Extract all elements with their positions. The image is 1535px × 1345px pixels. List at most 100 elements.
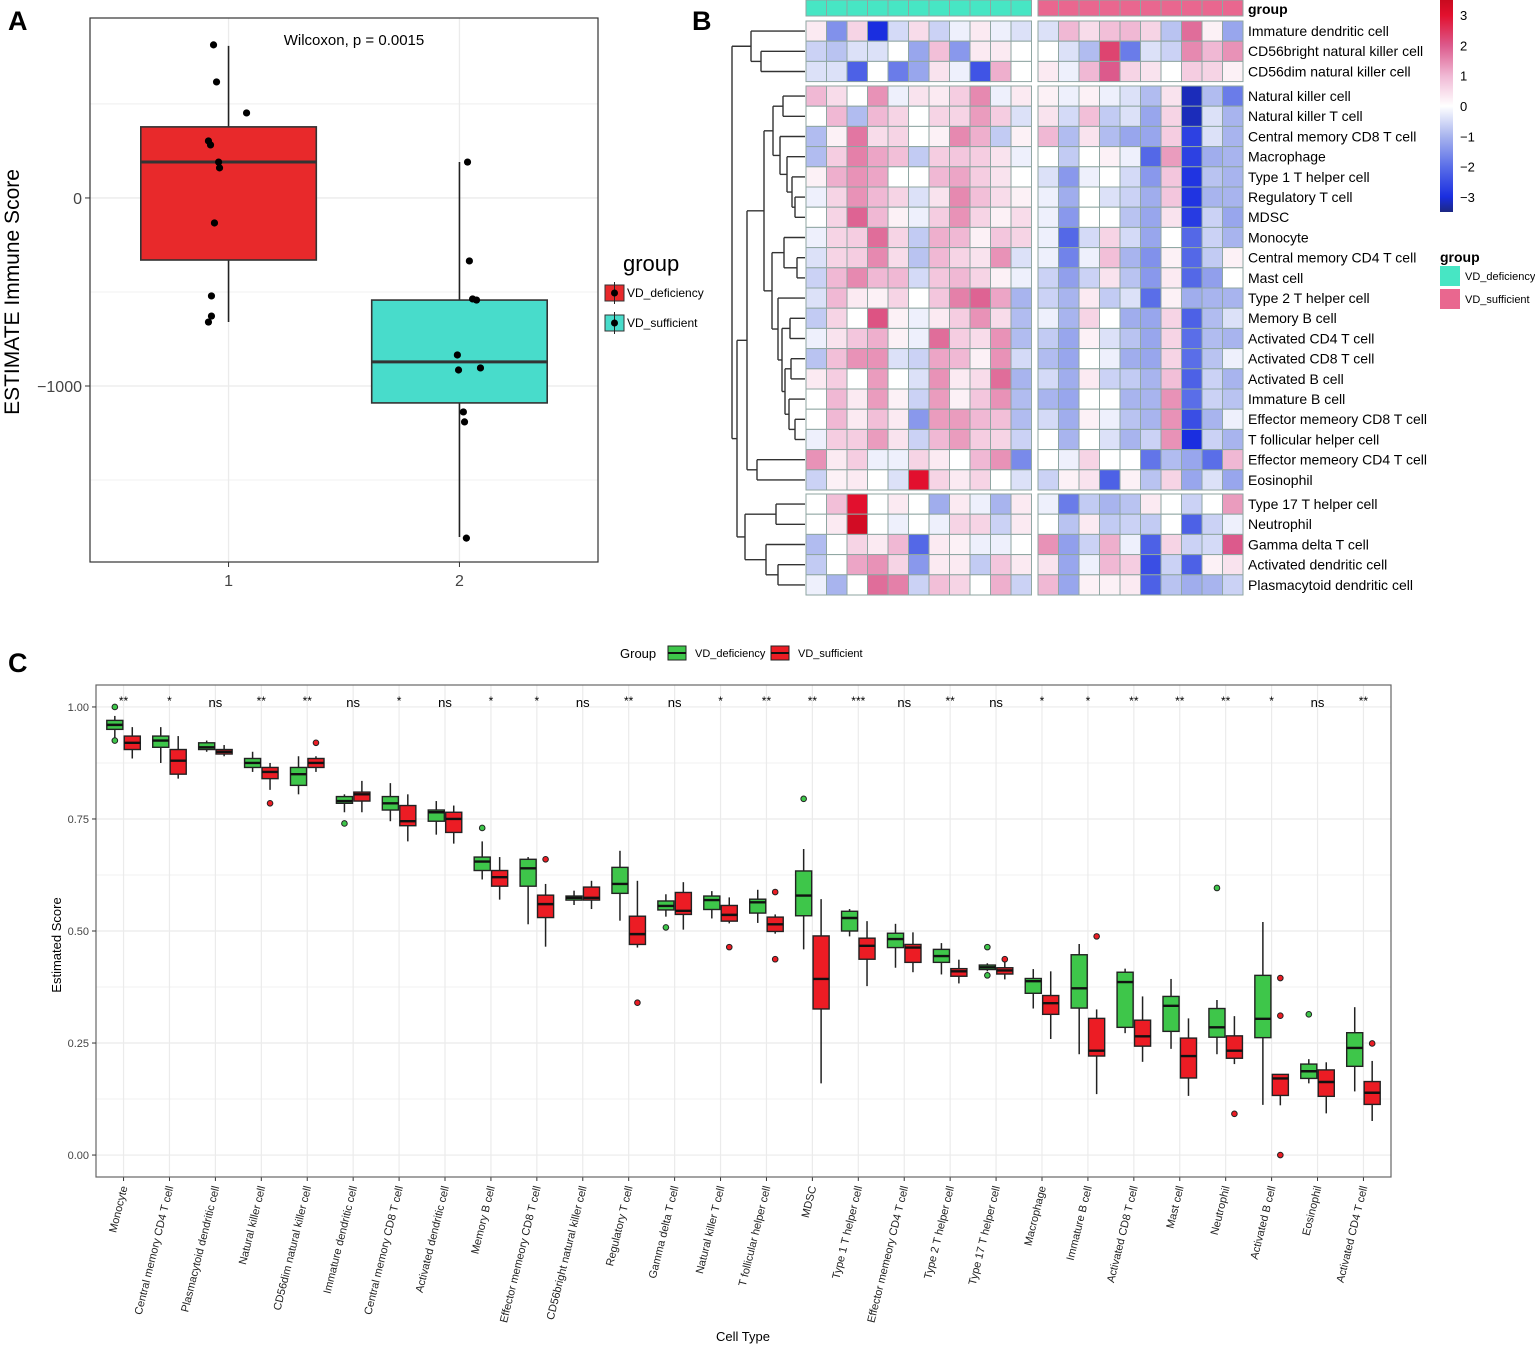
heatmap-cell xyxy=(1078,408,1100,430)
heatmap-cell xyxy=(908,226,930,249)
heatmap-cell xyxy=(1099,60,1121,83)
heatmap-cell xyxy=(867,85,889,107)
heatmap-cell xyxy=(908,388,930,410)
heatmap-cell xyxy=(949,348,971,370)
x-tick-label: Memory B cell xyxy=(469,1185,498,1256)
heatmap-cell xyxy=(1222,348,1244,370)
heatmap-cell xyxy=(867,267,889,289)
heatmap-cell xyxy=(1078,513,1100,535)
significance-label: * xyxy=(535,694,540,708)
x-tick-label: Type 2 T helper cell xyxy=(922,1185,957,1281)
heatmap-cell xyxy=(1160,533,1182,556)
x-tick-label: Effector memeory CD8 T cell xyxy=(498,1185,544,1324)
heatmap-cell xyxy=(1099,247,1121,269)
heatmap-cell xyxy=(1140,327,1162,350)
heatmap-cell xyxy=(1160,388,1182,410)
heatmap-cell xyxy=(1222,554,1244,576)
heatmap-cell xyxy=(908,206,930,228)
heatmap-cell xyxy=(826,186,848,208)
y-tick-label: −1000 xyxy=(37,379,82,396)
heatmap-cell xyxy=(949,533,971,556)
heatmap-cell xyxy=(1222,368,1244,390)
outlier-point xyxy=(771,955,779,963)
heatmap-cell xyxy=(1099,513,1121,535)
heatmap-cell xyxy=(1099,388,1121,410)
panel-label-c: C xyxy=(8,648,28,678)
heatmap-cell xyxy=(1037,513,1059,535)
heatmap-cell xyxy=(908,493,930,515)
heatmap-cell xyxy=(867,226,889,249)
significance-label: ** xyxy=(1175,694,1185,708)
heatmap-cell xyxy=(1181,449,1203,471)
heatmap-cell xyxy=(846,574,868,596)
heatmap-cell xyxy=(1140,247,1162,269)
legend-label: VD_sufficient xyxy=(798,648,863,660)
heatmap-cell xyxy=(1160,348,1182,370)
heatmap-cell xyxy=(1160,125,1182,148)
heatmap-cell xyxy=(1140,60,1162,83)
heatmap-cell xyxy=(969,247,991,269)
heatmap-cell xyxy=(867,428,889,451)
group-annotation-cell xyxy=(990,0,1012,17)
heatmap-cell xyxy=(1037,20,1059,42)
significance-label: ** xyxy=(808,694,818,708)
heatmap-cell xyxy=(887,287,909,309)
heatmap-cell xyxy=(1119,327,1141,350)
heatmap-cell xyxy=(1160,247,1182,269)
data-point xyxy=(215,164,224,172)
heatmap-cell xyxy=(1037,574,1059,596)
heatmap-cell xyxy=(1010,60,1032,83)
heatmap-cell xyxy=(887,513,909,535)
heatmap-cell xyxy=(1099,20,1121,42)
heatmap-cell xyxy=(1201,247,1223,269)
heatmap-cell xyxy=(1078,125,1100,148)
box-VD_deficiency xyxy=(1254,974,1272,1039)
heatmap-cell xyxy=(969,226,991,249)
box-VD_deficiency xyxy=(140,126,318,261)
data-point xyxy=(472,296,481,304)
heatmap-cell xyxy=(1037,287,1059,309)
heatmap-cell xyxy=(887,469,909,491)
heatmap-cell xyxy=(1160,307,1182,329)
heatmap-cell xyxy=(928,166,950,188)
heatmap-cell xyxy=(1119,247,1141,269)
heatmap-cell xyxy=(928,307,950,329)
x-tick-label: Monocyte xyxy=(107,1185,130,1234)
heatmap-cell xyxy=(826,287,848,309)
data-point xyxy=(207,312,216,320)
heatmap-cell xyxy=(908,513,930,535)
heatmap-cell xyxy=(826,206,848,228)
heatmap-cell xyxy=(908,60,930,83)
heatmap-cell xyxy=(1140,226,1162,249)
heatmap-cell xyxy=(1078,287,1100,309)
heatmap-cell xyxy=(826,368,848,390)
heatmap-cell xyxy=(908,368,930,390)
heatmap-cell xyxy=(1099,408,1121,430)
data-point xyxy=(210,219,219,227)
panel-label-b: B xyxy=(692,6,712,36)
heatmap-cell xyxy=(805,574,827,596)
box-VD_sufficient xyxy=(904,943,922,964)
heatmap-cell xyxy=(990,166,1012,188)
heatmap-cell xyxy=(1037,60,1059,83)
colorbar-tick-label: −1 xyxy=(1460,129,1475,144)
heatmap-cell xyxy=(1058,307,1080,329)
group-annotation-cell xyxy=(1037,0,1059,17)
heatmap-cell xyxy=(949,60,971,83)
heatmap-cell xyxy=(908,40,930,62)
heatmap-cell xyxy=(826,574,848,596)
heatmap-cell xyxy=(1160,40,1182,62)
heatmap-cell xyxy=(1201,327,1223,350)
heatmap-cell xyxy=(867,125,889,148)
heatmap-cell xyxy=(1160,327,1182,350)
heatmap-cell xyxy=(1058,206,1080,228)
group-annotation-cell xyxy=(949,0,971,17)
heatmap-cell xyxy=(1078,574,1100,596)
heatmap-cell xyxy=(1181,408,1203,430)
heatmap-cell xyxy=(1201,40,1223,62)
heatmap-cell xyxy=(805,60,827,83)
heatmap-cell xyxy=(1201,287,1223,309)
heatmap-cell xyxy=(1160,368,1182,390)
heatmap-cell xyxy=(1078,20,1100,42)
heatmap-cell xyxy=(969,105,991,127)
